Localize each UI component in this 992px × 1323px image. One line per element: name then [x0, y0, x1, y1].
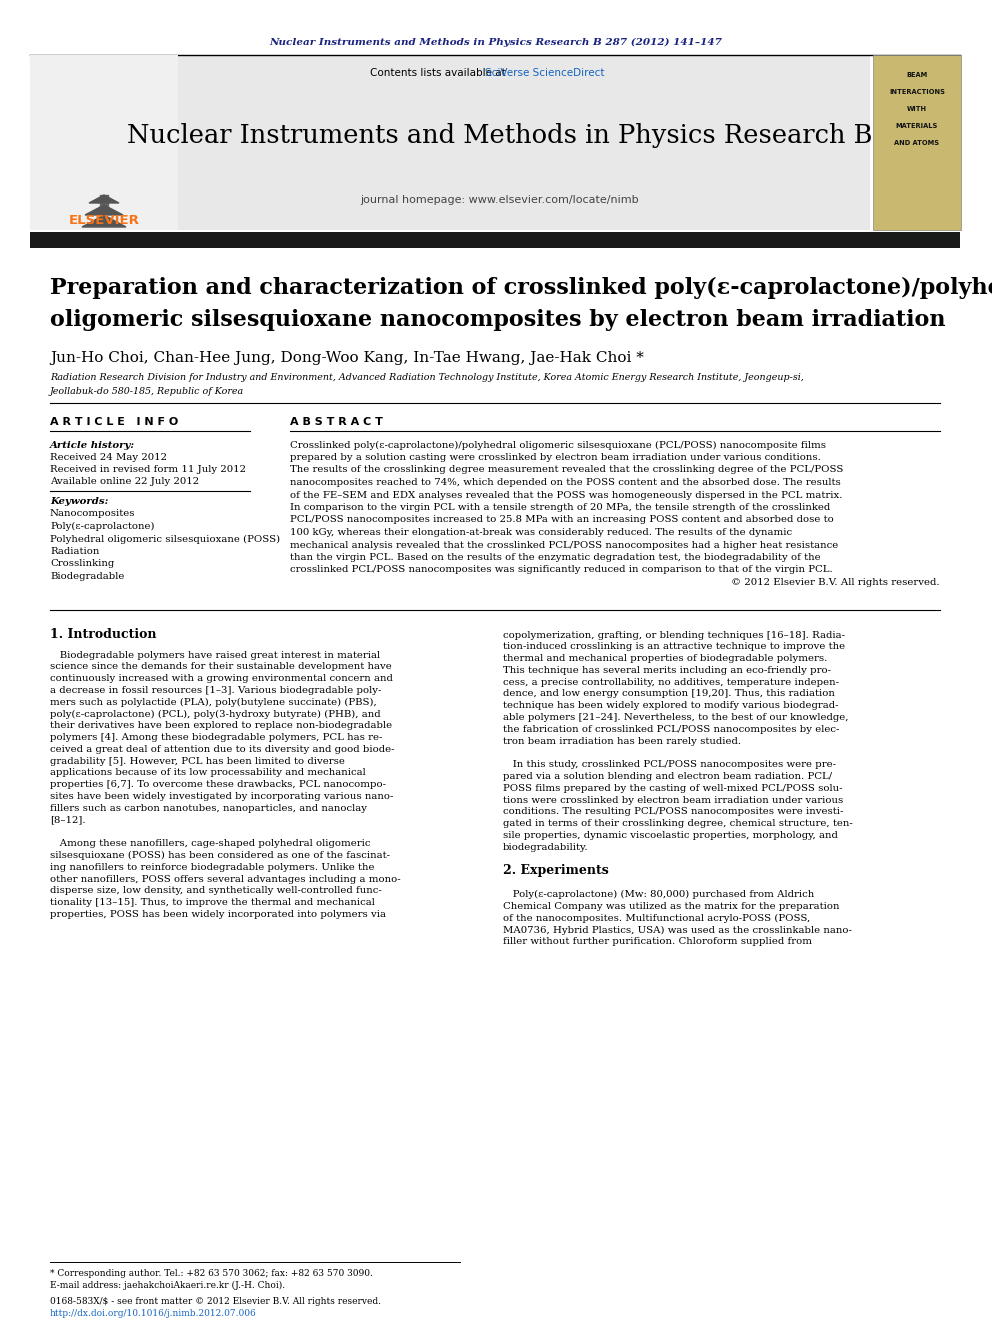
Text: of the FE–SEM and EDX analyses revealed that the POSS was homogeneously disperse: of the FE–SEM and EDX analyses revealed … — [290, 491, 842, 500]
Text: mechanical analysis revealed that the crosslinked PCL/POSS nanocomposites had a : mechanical analysis revealed that the cr… — [290, 541, 838, 549]
Text: gradability [5]. However, PCL has been limited to diverse: gradability [5]. However, PCL has been l… — [50, 757, 345, 766]
Text: Nanocomposites: Nanocomposites — [50, 509, 136, 519]
Text: http://dx.doi.org/10.1016/j.nimb.2012.07.006: http://dx.doi.org/10.1016/j.nimb.2012.07… — [50, 1310, 257, 1319]
Text: poly(ε-caprolactone) (PCL), poly(3-hydroxy butyrate) (PHB), and: poly(ε-caprolactone) (PCL), poly(3-hydro… — [50, 709, 381, 718]
Text: than the virgin PCL. Based on the results of the enzymatic degradation test, the: than the virgin PCL. Based on the result… — [290, 553, 820, 562]
Text: disperse size, low density, and synthetically well-controlled func-: disperse size, low density, and syntheti… — [50, 886, 382, 896]
Text: [8–12].: [8–12]. — [50, 816, 85, 824]
Text: of the nanocomposites. Multifunctional acrylo-POSS (POSS,: of the nanocomposites. Multifunctional a… — [503, 914, 810, 922]
Text: In comparison to the virgin PCL with a tensile strength of 20 MPa, the tensile s: In comparison to the virgin PCL with a t… — [290, 503, 830, 512]
Text: MA0736, Hybrid Plastics, USA) was used as the crosslinkable nano-: MA0736, Hybrid Plastics, USA) was used a… — [503, 925, 852, 934]
Text: Poly(ε-caprolactone): Poly(ε-caprolactone) — [50, 523, 155, 531]
Text: their derivatives have been explored to replace non-biodegradable: their derivatives have been explored to … — [50, 721, 392, 730]
Text: ceived a great deal of attention due to its diversity and good biode-: ceived a great deal of attention due to … — [50, 745, 395, 754]
Polygon shape — [89, 194, 119, 202]
Text: 100 kGy, whereas their elongation-at-break was considerably reduced. The results: 100 kGy, whereas their elongation-at-bre… — [290, 528, 793, 537]
Text: Poly(ε-caprolactone) (Mw: 80,000) purchased from Aldrich: Poly(ε-caprolactone) (Mw: 80,000) purcha… — [503, 890, 814, 900]
Text: PCL/POSS nanocomposites increased to 25.8 MPa with an increasing POSS content an: PCL/POSS nanocomposites increased to 25.… — [290, 516, 833, 524]
Text: nanocomposites reached to 74%, which depended on the POSS content and the absorb: nanocomposites reached to 74%, which dep… — [290, 478, 841, 487]
Text: prepared by a solution casting were crosslinked by electron beam irradiation und: prepared by a solution casting were cros… — [290, 452, 820, 462]
Text: oligomeric silsesquioxane nanocomposites by electron beam irradiation: oligomeric silsesquioxane nanocomposites… — [50, 310, 945, 331]
FancyBboxPatch shape — [873, 56, 961, 230]
Text: thermal and mechanical properties of biodegradable polymers.: thermal and mechanical properties of bio… — [503, 654, 827, 663]
Text: copolymerization, grafting, or blending techniques [16–18]. Radia-: copolymerization, grafting, or blending … — [503, 631, 845, 639]
Text: Received in revised form 11 July 2012: Received in revised form 11 July 2012 — [50, 464, 246, 474]
Text: 0168-583X/$ - see front matter © 2012 Elsevier B.V. All rights reserved.: 0168-583X/$ - see front matter © 2012 El… — [50, 1298, 381, 1307]
Text: AND ATOMS: AND ATOMS — [895, 140, 939, 146]
Text: * Corresponding author. Tel.: +82 63 570 3062; fax: +82 63 570 3090.: * Corresponding author. Tel.: +82 63 570… — [50, 1269, 373, 1278]
Text: Radiation Research Division for Industry and Environment, Advanced Radiation Tec: Radiation Research Division for Industry… — [50, 373, 804, 382]
Text: silsesquioxane (POSS) has been considered as one of the fascinat-: silsesquioxane (POSS) has been considere… — [50, 851, 390, 860]
Text: This technique has several merits including an eco-friendly pro-: This technique has several merits includ… — [503, 665, 831, 675]
Text: Received 24 May 2012: Received 24 May 2012 — [50, 452, 167, 462]
Text: Radiation: Radiation — [50, 546, 99, 556]
FancyBboxPatch shape — [30, 56, 178, 230]
FancyBboxPatch shape — [30, 232, 960, 247]
Text: Available online 22 July 2012: Available online 22 July 2012 — [50, 476, 199, 486]
Text: fillers such as carbon nanotubes, nanoparticles, and nanoclay: fillers such as carbon nanotubes, nanopa… — [50, 804, 367, 812]
Polygon shape — [82, 216, 126, 228]
Text: ing nanofillers to reinforce biodegradable polymers. Unlike the: ing nanofillers to reinforce biodegradab… — [50, 863, 375, 872]
Text: ELSEVIER: ELSEVIER — [68, 213, 140, 226]
Text: science since the demands for their sustainable development have: science since the demands for their sust… — [50, 663, 392, 671]
Text: tion-induced crosslinking is an attractive technique to improve the: tion-induced crosslinking is an attracti… — [503, 642, 845, 651]
Text: Article history:: Article history: — [50, 441, 135, 450]
Text: Biodegradable: Biodegradable — [50, 572, 124, 581]
Text: Nuclear Instruments and Methods in Physics Research B: Nuclear Instruments and Methods in Physi… — [127, 123, 873, 147]
Text: able polymers [21–24]. Nevertheless, to the best of our knowledge,: able polymers [21–24]. Nevertheless, to … — [503, 713, 848, 722]
Text: tions were crosslinked by electron beam irradiation under various: tions were crosslinked by electron beam … — [503, 795, 843, 804]
Text: 2. Experiments: 2. Experiments — [503, 864, 609, 877]
Text: dence, and low energy consumption [19,20]. Thus, this radiation: dence, and low energy consumption [19,20… — [503, 689, 835, 699]
Text: Crosslinked poly(ε-caprolactone)/polyhedral oligomeric silsesquioxane (PCL/POSS): Crosslinked poly(ε-caprolactone)/polyhed… — [290, 441, 826, 450]
Text: Polyhedral oligomeric silsesquioxane (POSS): Polyhedral oligomeric silsesquioxane (PO… — [50, 534, 280, 544]
Text: Chemical Company was utilized as the matrix for the preparation: Chemical Company was utilized as the mat… — [503, 902, 839, 912]
Text: technique has been widely explored to modify various biodegrad-: technique has been widely explored to mo… — [503, 701, 838, 710]
Text: properties [6,7]. To overcome these drawbacks, PCL nanocompo-: properties [6,7]. To overcome these draw… — [50, 781, 386, 790]
Text: pared via a solution blending and electron beam radiation. PCL/: pared via a solution blending and electr… — [503, 773, 832, 781]
Text: Among these nanofillers, cage-shaped polyhedral oligomeric: Among these nanofillers, cage-shaped pol… — [50, 839, 370, 848]
Text: mers such as polylactide (PLA), poly(butylene succinate) (PBS),: mers such as polylactide (PLA), poly(but… — [50, 697, 377, 706]
Text: sites have been widely investigated by incorporating various nano-: sites have been widely investigated by i… — [50, 792, 394, 802]
Text: properties, POSS has been widely incorporated into polymers via: properties, POSS has been widely incorpo… — [50, 910, 386, 919]
Text: Keywords:: Keywords: — [50, 497, 108, 507]
Text: BEAM: BEAM — [907, 71, 928, 78]
Polygon shape — [85, 205, 123, 216]
Text: Biodegradable polymers have raised great interest in material: Biodegradable polymers have raised great… — [50, 651, 380, 659]
Text: tron beam irradiation has been rarely studied.: tron beam irradiation has been rarely st… — [503, 737, 741, 746]
Text: WITH: WITH — [907, 106, 928, 112]
Text: Jun-Ho Choi, Chan-Hee Jung, Dong-Woo Kang, In-Tae Hwang, Jae-Hak Choi *: Jun-Ho Choi, Chan-Hee Jung, Dong-Woo Kan… — [50, 351, 644, 365]
Text: Preparation and characterization of crosslinked poly(ε-caprolactone)/polyhedral: Preparation and characterization of cros… — [50, 277, 992, 299]
Text: sile properties, dynamic viscoelastic properties, morphology, and: sile properties, dynamic viscoelastic pr… — [503, 831, 838, 840]
Text: In this study, crosslinked PCL/POSS nanocomposites were pre-: In this study, crosslinked PCL/POSS nano… — [503, 761, 836, 769]
Text: A B S T R A C T: A B S T R A C T — [290, 417, 383, 427]
Text: the fabrication of crosslinked PCL/POSS nanocomposites by elec-: the fabrication of crosslinked PCL/POSS … — [503, 725, 839, 734]
Text: Crosslinking: Crosslinking — [50, 560, 114, 569]
Text: a decrease in fossil resources [1–3]. Various biodegradable poly-: a decrease in fossil resources [1–3]. Va… — [50, 685, 381, 695]
Text: E-mail address: jaehakchoiAkaeri.re.kr (J.-H. Choi).: E-mail address: jaehakchoiAkaeri.re.kr (… — [50, 1281, 285, 1290]
FancyBboxPatch shape — [30, 56, 870, 230]
Text: journal homepage: www.elsevier.com/locate/nimb: journal homepage: www.elsevier.com/locat… — [361, 194, 639, 205]
Text: 1. Introduction: 1. Introduction — [50, 628, 157, 642]
Text: Nuclear Instruments and Methods in Physics Research B 287 (2012) 141–147: Nuclear Instruments and Methods in Physi… — [270, 37, 722, 46]
Text: other nanofillers, POSS offers several advantages including a mono-: other nanofillers, POSS offers several a… — [50, 875, 401, 884]
Text: A R T I C L E   I N F O: A R T I C L E I N F O — [50, 417, 179, 427]
Text: Jeollabuk-do 580-185, Republic of Korea: Jeollabuk-do 580-185, Republic of Korea — [50, 386, 244, 396]
Text: tionality [13–15]. Thus, to improve the thermal and mechanical: tionality [13–15]. Thus, to improve the … — [50, 898, 375, 908]
Text: SciVerse ScienceDirect: SciVerse ScienceDirect — [485, 67, 604, 78]
Text: crosslinked PCL/POSS nanocomposites was significantly reduced in comparison to t: crosslinked PCL/POSS nanocomposites was … — [290, 565, 832, 574]
Text: Contents lists available at: Contents lists available at — [370, 67, 509, 78]
Text: gated in terms of their crosslinking degree, chemical structure, ten-: gated in terms of their crosslinking deg… — [503, 819, 853, 828]
Text: filler without further purification. Chloroform supplied from: filler without further purification. Chl… — [503, 937, 812, 946]
Text: cess, a precise controllability, no additives, temperature indepen-: cess, a precise controllability, no addi… — [503, 677, 839, 687]
Text: biodegradability.: biodegradability. — [503, 843, 588, 852]
Text: The results of the crosslinking degree measurement revealed that the crosslinkin: The results of the crosslinking degree m… — [290, 466, 843, 475]
Text: MATERIALS: MATERIALS — [896, 123, 938, 130]
Text: polymers [4]. Among these biodegradable polymers, PCL has re-: polymers [4]. Among these biodegradable … — [50, 733, 382, 742]
Text: applications because of its low processability and mechanical: applications because of its low processa… — [50, 769, 366, 778]
Text: continuously increased with a growing environmental concern and: continuously increased with a growing en… — [50, 675, 393, 683]
Text: © 2012 Elsevier B.V. All rights reserved.: © 2012 Elsevier B.V. All rights reserved… — [731, 578, 940, 587]
Text: POSS films prepared by the casting of well-mixed PCL/POSS solu-: POSS films prepared by the casting of we… — [503, 785, 842, 792]
Text: INTERACTIONS: INTERACTIONS — [889, 89, 945, 95]
Text: conditions. The resulting PCL/POSS nanocomposites were investi-: conditions. The resulting PCL/POSS nanoc… — [503, 807, 843, 816]
